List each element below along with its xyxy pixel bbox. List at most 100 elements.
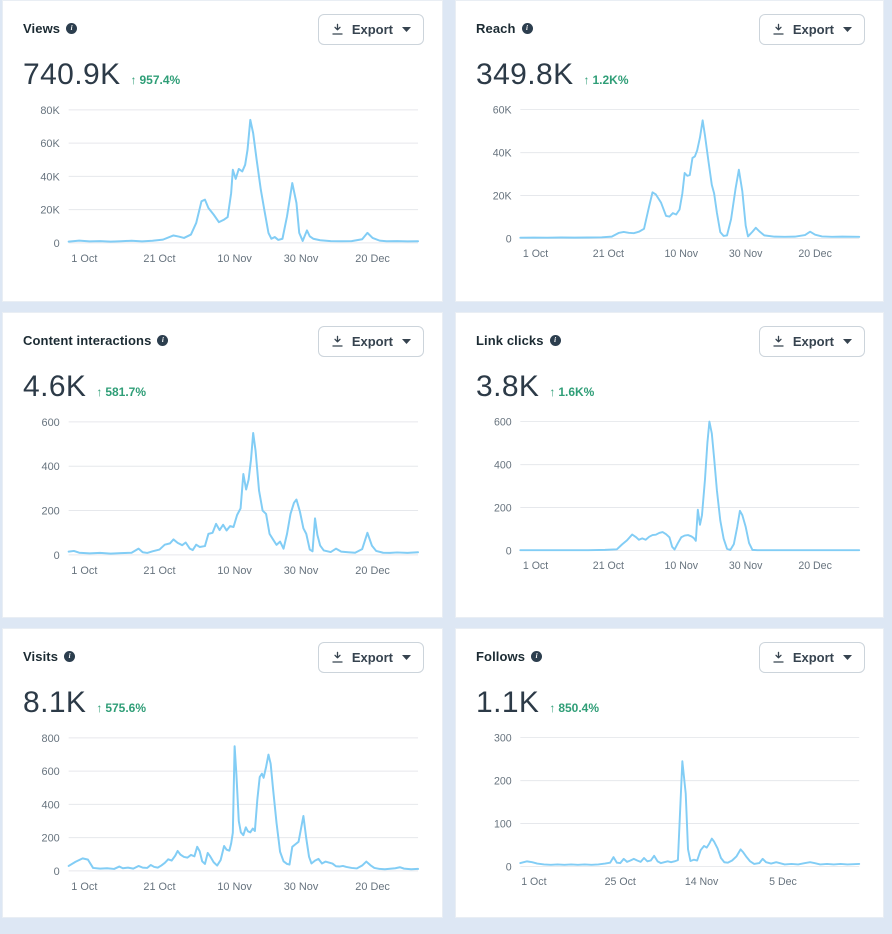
up-arrow-icon: ↑ — [549, 385, 556, 399]
info-icon[interactable]: i — [549, 335, 561, 346]
svg-text:400: 400 — [42, 461, 60, 473]
svg-text:21 Oct: 21 Oct — [143, 253, 175, 265]
card-header: Follows i Export — [476, 642, 865, 673]
info-icon[interactable]: i — [521, 23, 533, 34]
svg-text:10 Nov: 10 Nov — [217, 253, 252, 265]
svg-text:10 Nov: 10 Nov — [217, 881, 252, 893]
info-icon[interactable]: i — [531, 651, 543, 662]
metric-value: 4.6K — [23, 370, 87, 403]
export-label: Export — [351, 650, 393, 665]
card-header: Views i Export — [23, 14, 424, 45]
svg-text:25 Oct: 25 Oct — [605, 876, 636, 888]
metric-card-views: Views i Export 740.9K ↑ 957.4% 0 20K 40K 60… — [2, 0, 443, 302]
caret-down-icon — [402, 339, 411, 344]
svg-text:21 Oct: 21 Oct — [143, 565, 175, 577]
download-icon — [332, 651, 343, 663]
svg-text:200: 200 — [494, 502, 512, 514]
metric-row: 4.6K ↑ 581.7% — [23, 372, 424, 402]
card-title: Visits — [23, 649, 59, 664]
metric-value: 349.8K — [476, 58, 574, 91]
svg-text:20 Dec: 20 Dec — [355, 881, 390, 893]
info-icon[interactable]: i — [157, 335, 169, 346]
svg-text:200: 200 — [42, 506, 60, 518]
svg-text:1 Oct: 1 Oct — [71, 253, 97, 265]
up-arrow-icon: ↑ — [583, 73, 590, 87]
metric-delta: ↑ 575.6% — [96, 701, 146, 715]
svg-text:0: 0 — [506, 861, 512, 873]
export-button[interactable]: Export — [317, 326, 424, 357]
card-title-wrap: Views i — [23, 14, 78, 36]
card-title-wrap: Follows i — [476, 642, 543, 664]
caret-down-icon — [843, 339, 852, 344]
export-button[interactable]: Export — [758, 642, 865, 673]
up-arrow-icon: ↑ — [96, 385, 103, 399]
svg-text:80K: 80K — [40, 105, 60, 117]
line-chart-content-interactions: 0 200 400 600 1 Oct 21 Oct 10 Nov 30 Nov 20 Dec — [42, 417, 420, 577]
svg-text:20 Dec: 20 Dec — [798, 560, 832, 572]
svg-text:5 Dec: 5 Dec — [769, 876, 797, 888]
card-title-wrap: Reach i — [476, 14, 533, 36]
metric-row: 8.1K ↑ 575.6% — [23, 688, 424, 718]
svg-text:400: 400 — [42, 799, 60, 811]
svg-text:21 Oct: 21 Oct — [593, 248, 624, 260]
svg-text:600: 600 — [42, 766, 60, 778]
export-button[interactable]: Export — [317, 14, 424, 45]
svg-text:300: 300 — [494, 732, 512, 744]
metric-card-link-clicks: Link clicks i Export 3.8K ↑ 1.6K% 0 200 40… — [455, 312, 884, 618]
metric-delta: ↑ 1.6K% — [549, 385, 594, 399]
svg-text:200: 200 — [42, 833, 60, 845]
up-arrow-icon: ↑ — [549, 701, 556, 715]
download-icon — [773, 651, 784, 663]
svg-text:30 Nov: 30 Nov — [284, 881, 319, 893]
metric-card-reach: Reach i Export 349.8K ↑ 1.2K% 0 20K 40K 60K… — [455, 0, 884, 302]
metric-row: 349.8K ↑ 1.2K% — [476, 60, 865, 90]
metric-row: 3.8K ↑ 1.6K% — [476, 372, 865, 402]
svg-text:21 Oct: 21 Oct — [593, 560, 624, 572]
export-button[interactable]: Export — [317, 642, 424, 673]
svg-text:30 Nov: 30 Nov — [284, 565, 319, 577]
delta-value: 1.6K% — [558, 385, 595, 399]
caret-down-icon — [843, 27, 852, 32]
svg-text:0: 0 — [506, 545, 512, 557]
card-title-wrap: Content interactions i — [23, 326, 169, 348]
export-label: Export — [792, 22, 834, 37]
metric-card-follows: Follows i Export 1.1K ↑ 850.4% 0 100 200 30… — [455, 628, 884, 918]
metric-value: 1.1K — [476, 686, 540, 719]
metric-value: 8.1K — [23, 686, 87, 719]
export-label: Export — [792, 334, 834, 349]
line-chart-views: 0 20K 40K 60K 80K 1 Oct 21 Oct 10 Nov 30 Nov 20 D… — [40, 105, 420, 265]
metric-value: 3.8K — [476, 370, 540, 403]
card-header: Content interactions i Export — [23, 326, 424, 357]
svg-text:0: 0 — [54, 550, 60, 562]
svg-text:20 Dec: 20 Dec — [355, 565, 390, 577]
card-header: Link clicks i Export — [476, 326, 865, 357]
delta-value: 850.4% — [558, 701, 600, 715]
caret-down-icon — [402, 27, 411, 32]
svg-text:10 Nov: 10 Nov — [665, 560, 699, 572]
line-chart-reach: 0 20K 40K 60K 1 Oct 21 Oct 10 Nov 30 Nov 20 Dec — [493, 104, 861, 260]
export-button[interactable]: Export — [758, 326, 865, 357]
svg-text:1 Oct: 1 Oct — [71, 565, 97, 577]
card-title: Reach — [476, 21, 516, 36]
export-button[interactable]: Export — [758, 14, 865, 45]
svg-text:1 Oct: 1 Oct — [71, 881, 97, 893]
svg-text:60K: 60K — [40, 138, 60, 150]
line-chart-follows: 0 100 200 300 1 Oct 25 Oct 14 Nov 5 Dec — [494, 732, 861, 888]
svg-text:10 Nov: 10 Nov — [665, 248, 699, 260]
svg-text:1 Oct: 1 Oct — [523, 560, 548, 572]
info-icon[interactable]: i — [66, 23, 78, 34]
svg-text:10 Nov: 10 Nov — [217, 565, 252, 577]
metric-card-visits: Visits i Export 8.1K ↑ 575.6% 0 200 400 600… — [2, 628, 443, 918]
svg-text:800: 800 — [42, 733, 60, 745]
svg-text:14 Nov: 14 Nov — [685, 876, 719, 888]
svg-text:1 Oct: 1 Oct — [523, 248, 548, 260]
svg-text:30 Nov: 30 Nov — [284, 253, 319, 265]
svg-text:30 Nov: 30 Nov — [729, 560, 763, 572]
up-arrow-icon: ↑ — [130, 73, 137, 87]
metric-delta: ↑ 957.4% — [130, 73, 180, 87]
delta-value: 957.4% — [139, 73, 181, 87]
export-label: Export — [792, 650, 834, 665]
info-icon[interactable]: i — [64, 651, 76, 662]
svg-text:1 Oct: 1 Oct — [521, 876, 546, 888]
